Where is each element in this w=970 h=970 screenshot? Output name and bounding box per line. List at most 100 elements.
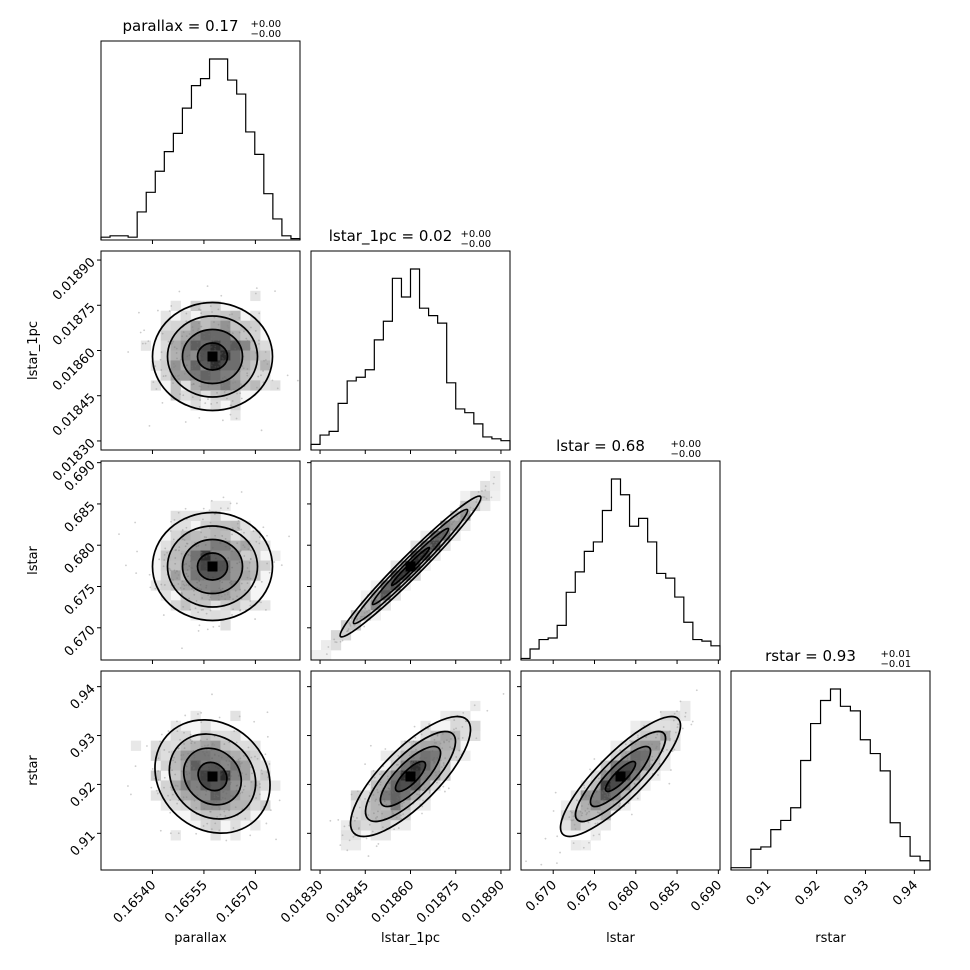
sample-point	[629, 778, 632, 781]
sample-point	[221, 581, 224, 584]
sample-point	[392, 813, 395, 816]
sample-point	[376, 603, 379, 606]
sample-point	[390, 807, 393, 810]
sample-point	[197, 327, 200, 330]
sample-point	[194, 607, 197, 610]
sample-point	[217, 323, 220, 326]
sample-point	[240, 383, 242, 386]
density-cell	[370, 610, 381, 621]
sample-point	[156, 792, 159, 795]
sample-point	[225, 760, 228, 762]
sample-point	[226, 397, 228, 400]
sample-point	[226, 324, 229, 327]
sample-point	[170, 342, 173, 345]
sample-point	[199, 583, 202, 586]
sample-point	[630, 813, 633, 816]
sample-point	[238, 357, 240, 360]
y-axis-label-rstar: rstar	[26, 755, 41, 786]
sample-point	[195, 577, 198, 580]
sample-point	[189, 760, 192, 762]
sample-point	[186, 542, 189, 545]
sample-point	[225, 792, 228, 795]
density-cell	[590, 790, 601, 801]
density-cell	[180, 320, 191, 331]
sample-point	[585, 794, 588, 797]
sample-point	[242, 755, 245, 757]
sample-point	[213, 335, 215, 338]
sample-point	[259, 536, 261, 539]
sample-point	[168, 567, 171, 570]
sample-point	[196, 329, 199, 332]
sample-point	[296, 379, 299, 382]
panel-frame	[520, 460, 721, 661]
sample-point	[269, 809, 272, 812]
sample-point	[200, 354, 202, 357]
sample-point	[146, 745, 148, 747]
sample-point	[399, 794, 401, 797]
sample-point	[218, 363, 221, 366]
sample-point	[229, 783, 231, 785]
sample-point	[200, 608, 203, 611]
sample-point	[222, 790, 225, 793]
density-cell	[220, 620, 231, 631]
density-cell	[250, 350, 261, 361]
sample-point	[187, 584, 190, 587]
sample-point	[638, 760, 641, 763]
sample-point	[451, 523, 453, 525]
sample-point	[221, 587, 224, 590]
sample-point	[368, 783, 371, 786]
title-param: lstar_1pc	[329, 227, 397, 246]
density-cell	[450, 530, 461, 541]
sample-point	[193, 373, 196, 375]
density-cell	[240, 340, 251, 351]
sample-point	[242, 544, 245, 547]
sample-point	[226, 593, 229, 596]
sample-point	[216, 391, 218, 394]
sample-point	[218, 587, 221, 590]
density-cell	[170, 550, 181, 561]
sample-point	[211, 693, 213, 696]
sample-point	[178, 549, 180, 552]
sample-point	[249, 834, 252, 837]
density-cell	[230, 730, 241, 741]
sample-point	[200, 338, 203, 341]
panel-frame	[730, 670, 931, 871]
density-cell	[610, 740, 621, 751]
sample-point	[216, 380, 219, 382]
sample-point	[378, 773, 381, 776]
sample-point	[183, 743, 185, 745]
sample-point	[199, 309, 202, 311]
sample-point	[327, 646, 330, 648]
sample-point	[189, 378, 192, 381]
density-cell	[200, 600, 211, 611]
density-cell	[160, 580, 171, 591]
sample-point	[167, 340, 170, 343]
sample-point	[583, 784, 585, 787]
sample-point	[391, 790, 393, 793]
sample-point	[248, 341, 251, 344]
sample-point	[681, 727, 684, 730]
sample-point	[201, 746, 203, 748]
sample-point	[238, 331, 241, 334]
sample-point	[398, 575, 401, 578]
sample-point	[599, 790, 602, 793]
title-minus-error: −0.00	[461, 239, 492, 250]
sample-point	[209, 790, 212, 793]
density-cell	[230, 570, 241, 581]
sample-point	[191, 365, 193, 368]
density-cell	[220, 570, 231, 581]
sample-point	[177, 832, 180, 835]
sample-point	[198, 624, 201, 627]
sample-point	[172, 579, 175, 581]
sample-point	[213, 349, 216, 352]
sample-point	[247, 548, 250, 551]
sample-point	[178, 290, 181, 293]
density-cell	[420, 770, 431, 781]
sample-point	[233, 765, 236, 768]
density-cell	[170, 520, 181, 531]
sample-point	[389, 789, 392, 792]
density-cell	[220, 740, 231, 751]
sample-point	[160, 351, 163, 354]
sample-point	[574, 828, 577, 830]
sample-point	[243, 546, 246, 549]
